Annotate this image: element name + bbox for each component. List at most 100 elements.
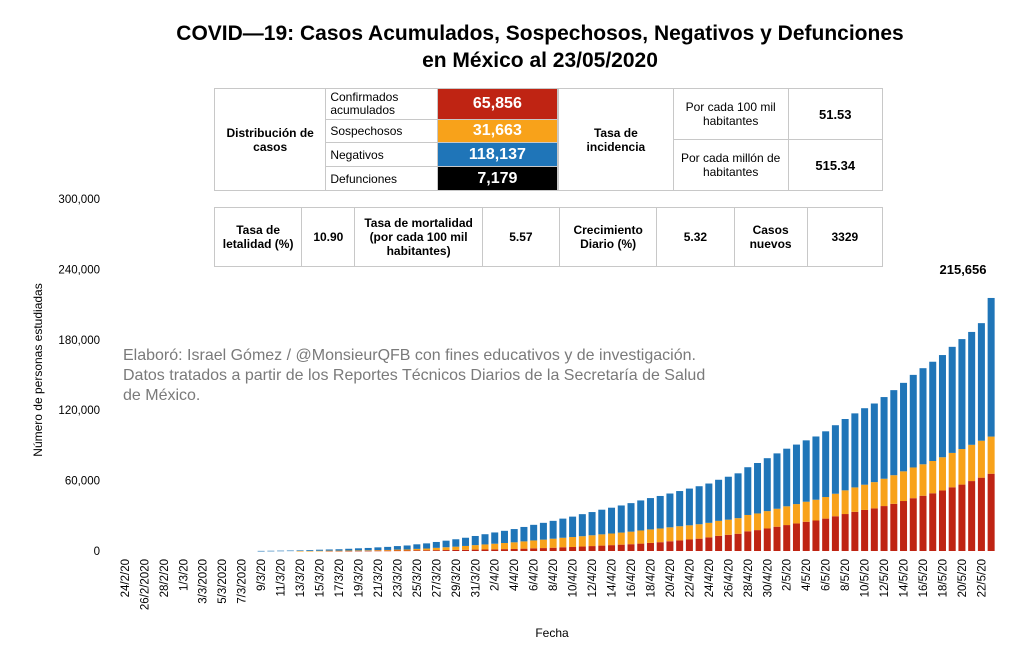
x-tick-label: 4/5/20 [801,559,813,591]
bar-negativos [491,532,499,544]
bar-negativos [627,503,635,532]
bar-negativos [734,473,742,519]
y-tick-label: 180,000 [58,335,100,347]
x-tick-label: 8/5/20 [840,559,852,591]
bar-sospechosos [559,537,567,548]
x-tick-label: 11/3/20 [276,559,288,597]
bar-negativos [403,545,411,550]
bar-negativos [890,390,898,476]
x-tick-label: 10/5/20 [860,559,872,597]
distribution-table: Distribución de casos Confirmados acumul… [213,88,559,191]
bar-confirmados [559,547,567,551]
bar-sospechosos [598,534,606,546]
bar-sospechosos [462,545,470,550]
bar-negativos [773,453,781,509]
bar-negativos [792,444,800,505]
incidence-table: Tasa de incidencia Por cada 100 mil habi… [558,88,884,191]
y-tick-label: 0 [94,546,100,558]
bar-confirmados [530,548,538,551]
bar-negativos [286,550,294,552]
bar-confirmados [646,542,654,551]
bar-sospechosos [783,506,791,526]
bar-negativos [783,448,791,507]
bar-confirmados [569,547,577,551]
growth-label: Crecimiento Diario (%) [558,207,658,267]
x-tick-label: 2/5/20 [782,559,794,591]
chart-title-line1: COVID—19: Casos Acumulados, Sospechosos,… [176,22,904,45]
bar-sospechosos [539,539,547,549]
x-tick-label: 13/3/20 [295,559,307,597]
bar-negativos [656,495,664,529]
y-axis-ticks: 0 60,000 120,000 180,000 240,000 300,000 [58,194,100,558]
x-tick-label: 26/2/2020 [139,559,151,610]
credits-line2: Datos tratados a partir de los Reportes … [123,367,706,384]
bar-confirmados [354,550,362,552]
bar-confirmados [442,550,450,551]
bar-negativos [374,547,382,551]
bar-negativos [851,413,859,488]
bar-sospechosos [316,550,324,552]
bar-sospechosos [569,537,577,548]
bar-sospechosos [549,538,557,548]
bar-negativos [452,539,460,547]
x-tick-label: 9/3/20 [256,559,268,591]
bars-group [257,297,995,552]
deaths-value: 7,179 [436,166,559,191]
y-tick-label: 300,000 [58,194,100,206]
bar-confirmados [393,550,401,552]
bar-sospechosos [812,499,820,521]
bar-negativos [744,467,752,515]
bar-confirmados [938,490,946,551]
chart-title: COVID—19: Casos Acumulados, Sospechosos,… [110,20,970,74]
bar-sospechosos [530,540,538,549]
bar-confirmados [744,531,752,551]
bar-sospechosos [403,549,411,551]
bar-negativos [919,368,927,465]
bar-negativos [481,534,489,545]
bar-negativos [267,550,275,552]
bar-sospechosos [715,520,723,536]
bar-confirmados [685,539,693,551]
bar-confirmados [812,520,820,551]
bar-sospechosos [423,548,431,551]
bar-sospechosos [880,478,888,507]
bar-sospechosos [968,444,976,482]
bar-confirmados [987,473,995,551]
bar-sospechosos [345,550,353,552]
bar-negativos [608,507,616,534]
bar-confirmados [695,538,703,551]
incidence-1m-label: Por cada millón de habitantes [672,139,789,191]
bar-negativos [384,546,392,550]
x-tick-label: 6/5/20 [821,559,833,591]
bar-negativos [413,544,421,549]
bar-confirmados [841,514,849,551]
x-axis-ticks: 24/2/20 26/2/2020 28/2/20 1/3/20 3/3/2020 5/3… [120,559,989,610]
bar-negativos [958,339,966,450]
final-total-label: 215,656 [940,262,987,277]
x-tick-label: 29/3/20 [451,559,463,597]
bar-sospechosos [822,497,830,519]
x-tick-label: 8/4/20 [548,559,560,591]
bar-confirmados [656,542,664,551]
bar-negativos [705,483,713,523]
x-tick-label: 23/3/20 [392,559,404,597]
bar-confirmados [500,549,508,551]
bar-negativos [423,543,431,549]
bar-sospechosos [306,550,314,552]
bar-sospechosos [831,493,839,517]
bar-sospechosos [520,541,528,549]
x-tick-label: 15/3/20 [315,559,327,597]
bar-confirmados [734,533,742,551]
bar-confirmados [880,506,888,551]
chart-title-line2: en México al 23/05/2020 [422,49,658,72]
bar-confirmados [413,550,421,551]
suspected-label: Sospechosos [325,119,438,143]
bar-negativos [880,397,888,479]
bar-sospechosos [608,533,616,546]
mortality-value: 5.57 [481,207,561,267]
confirmed-value: 65,856 [436,88,559,120]
suspected-value: 31,663 [436,119,559,143]
bar-confirmados [384,550,392,552]
bar-confirmados [919,495,927,551]
bar-confirmados [900,501,908,551]
